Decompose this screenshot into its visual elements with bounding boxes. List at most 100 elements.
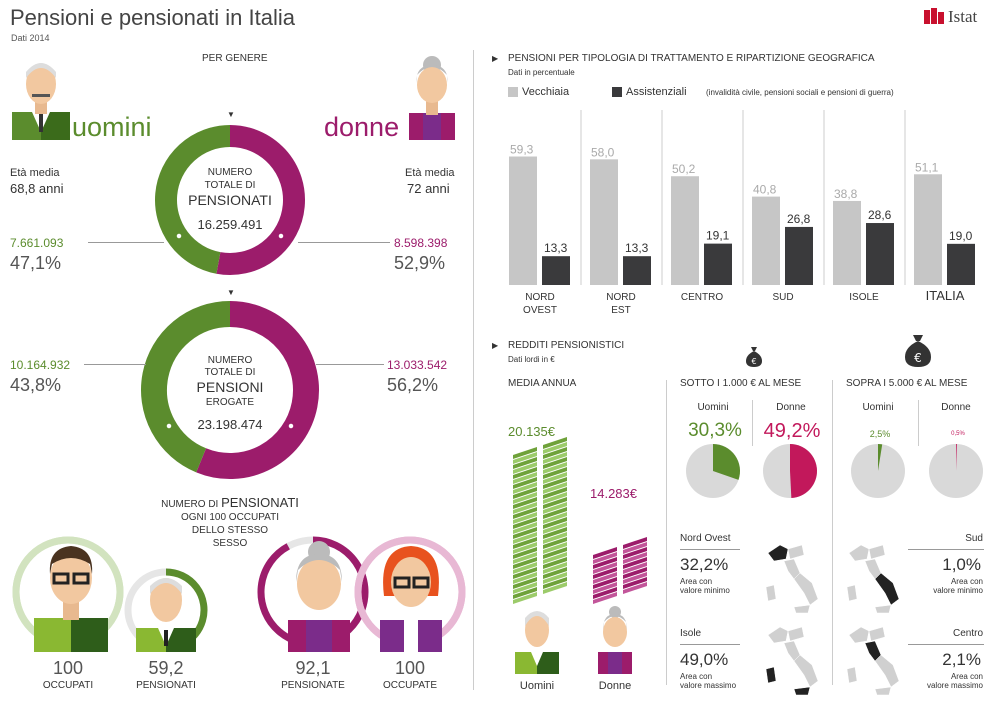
income-coin-women bbox=[623, 557, 647, 569]
bar-assistenziali bbox=[785, 226, 813, 285]
over-women-pct: 0,5% bbox=[951, 431, 965, 437]
income-coin-men bbox=[513, 502, 537, 514]
income-coin-men bbox=[543, 522, 567, 534]
leader-line bbox=[316, 364, 384, 365]
play-triangle-icon: ▶ bbox=[492, 341, 499, 350]
women-income: 14.283€ bbox=[590, 486, 637, 501]
donut-women-arc bbox=[216, 125, 305, 275]
map-region-isole bbox=[765, 666, 811, 696]
mini-desc-4b: valore massimo bbox=[926, 681, 983, 690]
donut2-women-count: 13.033.542 bbox=[387, 358, 448, 372]
income-coin-men bbox=[543, 572, 567, 584]
istat-logo-text: Istat bbox=[948, 7, 978, 26]
donut-marker bbox=[287, 422, 295, 430]
income-coin-men bbox=[543, 462, 567, 474]
income-coin-men bbox=[543, 447, 567, 459]
income-coin-men bbox=[543, 482, 567, 494]
income-coin-women bbox=[593, 592, 617, 604]
leader-line bbox=[84, 364, 146, 365]
category-label: ISOLE bbox=[849, 292, 879, 303]
income-coin-men bbox=[543, 542, 567, 554]
income-coin-men bbox=[543, 502, 567, 514]
map-region-isole bbox=[846, 584, 892, 614]
donut1-women-pct: 52,9% bbox=[394, 253, 446, 273]
donut2-women-pct: 56,2% bbox=[387, 375, 439, 395]
bar-assistenziali bbox=[623, 256, 651, 285]
mini-desc-3a: Area con bbox=[950, 577, 983, 586]
bar-chart: 59,3 13,3 NORD OVEST 58,0 13,3 NORD EST 50,2 19,1… bbox=[509, 110, 975, 316]
donut-men-arc bbox=[141, 301, 231, 473]
mini-desc-3b: valore minimo bbox=[933, 586, 983, 595]
italy-map-icon bbox=[846, 544, 900, 614]
women-age-label: Età media bbox=[405, 167, 455, 179]
income-coin-men bbox=[513, 492, 537, 504]
column-divider bbox=[473, 50, 474, 690]
income-coin-men bbox=[543, 517, 567, 529]
income-coin-men bbox=[513, 452, 537, 464]
category-label: ITALIA bbox=[926, 288, 965, 303]
mini-pct-1: 32,2% bbox=[680, 555, 729, 574]
pensioni-donut bbox=[141, 301, 319, 479]
pie-slice bbox=[790, 444, 817, 498]
income-coin-men bbox=[513, 557, 537, 569]
men-age-value: 68,8 anni bbox=[10, 181, 64, 196]
italy-map-icon bbox=[765, 626, 819, 696]
income-coin-men bbox=[543, 437, 567, 449]
legend-assistenziali: Assistenziali bbox=[626, 86, 687, 98]
media-annua-label: MEDIA ANNUA bbox=[508, 378, 577, 389]
mini-rule bbox=[680, 549, 740, 550]
men-label: uomini bbox=[72, 112, 152, 142]
mini-rule bbox=[680, 644, 740, 645]
income-coin-men bbox=[543, 452, 567, 464]
pie-slice bbox=[956, 444, 957, 471]
legend-swatch-vecchiaia bbox=[508, 87, 518, 97]
legend-vecchiaia: Vecchiaia bbox=[522, 86, 570, 98]
ratio-value-2: 59,2 bbox=[148, 658, 184, 678]
income-coin-men bbox=[543, 457, 567, 469]
donut1-women-count: 8.598.398 bbox=[394, 236, 448, 250]
income-coin-women bbox=[623, 562, 647, 574]
donut2-men-pct: 43,8% bbox=[10, 375, 62, 395]
income-coin-men bbox=[513, 477, 537, 489]
legend-note: (invalidità civile, pensioni sociali e p… bbox=[706, 88, 894, 97]
category-label: EST bbox=[611, 305, 630, 316]
pie-slice bbox=[713, 444, 740, 480]
bar-value-label: 38,8 bbox=[834, 187, 858, 201]
donut-marker bbox=[175, 232, 183, 240]
woman-elderly-avatar-icon bbox=[409, 56, 455, 140]
income-coin-men bbox=[513, 522, 537, 534]
mini-desc-1a: Area con bbox=[680, 577, 713, 586]
mini-area-1: Nord Ovest bbox=[680, 533, 731, 544]
income-coin-women bbox=[623, 552, 647, 564]
income-coin-men bbox=[513, 457, 537, 469]
italy-map-icon bbox=[765, 544, 819, 614]
bar-chart-subtitle: Dati in percentuale bbox=[508, 68, 575, 77]
bar-vecchiaia bbox=[590, 159, 618, 285]
income-coin-men bbox=[513, 462, 537, 474]
income-coin-women bbox=[623, 577, 647, 589]
income-coin-men bbox=[513, 562, 537, 574]
pie-divider bbox=[752, 400, 753, 446]
bar-vecchiaia bbox=[671, 176, 699, 285]
map-region-isole bbox=[765, 584, 811, 614]
italy-map-icon bbox=[846, 626, 900, 696]
under-women-pct: 49,2% bbox=[763, 420, 821, 442]
income-coin-women bbox=[593, 562, 617, 574]
per-genere-title: PER GENERE bbox=[202, 53, 268, 64]
income-coin-men bbox=[513, 517, 537, 529]
separator-line bbox=[832, 380, 833, 685]
map-region-nw bbox=[767, 626, 789, 644]
under-1000-title: SOTTO I 1.000 € AL MESE bbox=[680, 378, 802, 389]
bar-value-label: 19,1 bbox=[706, 229, 730, 243]
bar-assistenziali bbox=[542, 256, 570, 285]
pie-slice bbox=[878, 444, 883, 471]
income-coin-men bbox=[513, 572, 537, 584]
bar-value-label: 19,0 bbox=[949, 229, 973, 243]
income-coin-women bbox=[623, 542, 647, 554]
play-triangle-icon: ▶ bbox=[492, 54, 499, 63]
donut-men-arc bbox=[155, 125, 231, 274]
over-men-pct: 2,5% bbox=[869, 429, 891, 439]
income-coin-women bbox=[593, 557, 617, 569]
income-coin-men bbox=[513, 592, 537, 604]
bar-assistenziali bbox=[947, 243, 975, 285]
